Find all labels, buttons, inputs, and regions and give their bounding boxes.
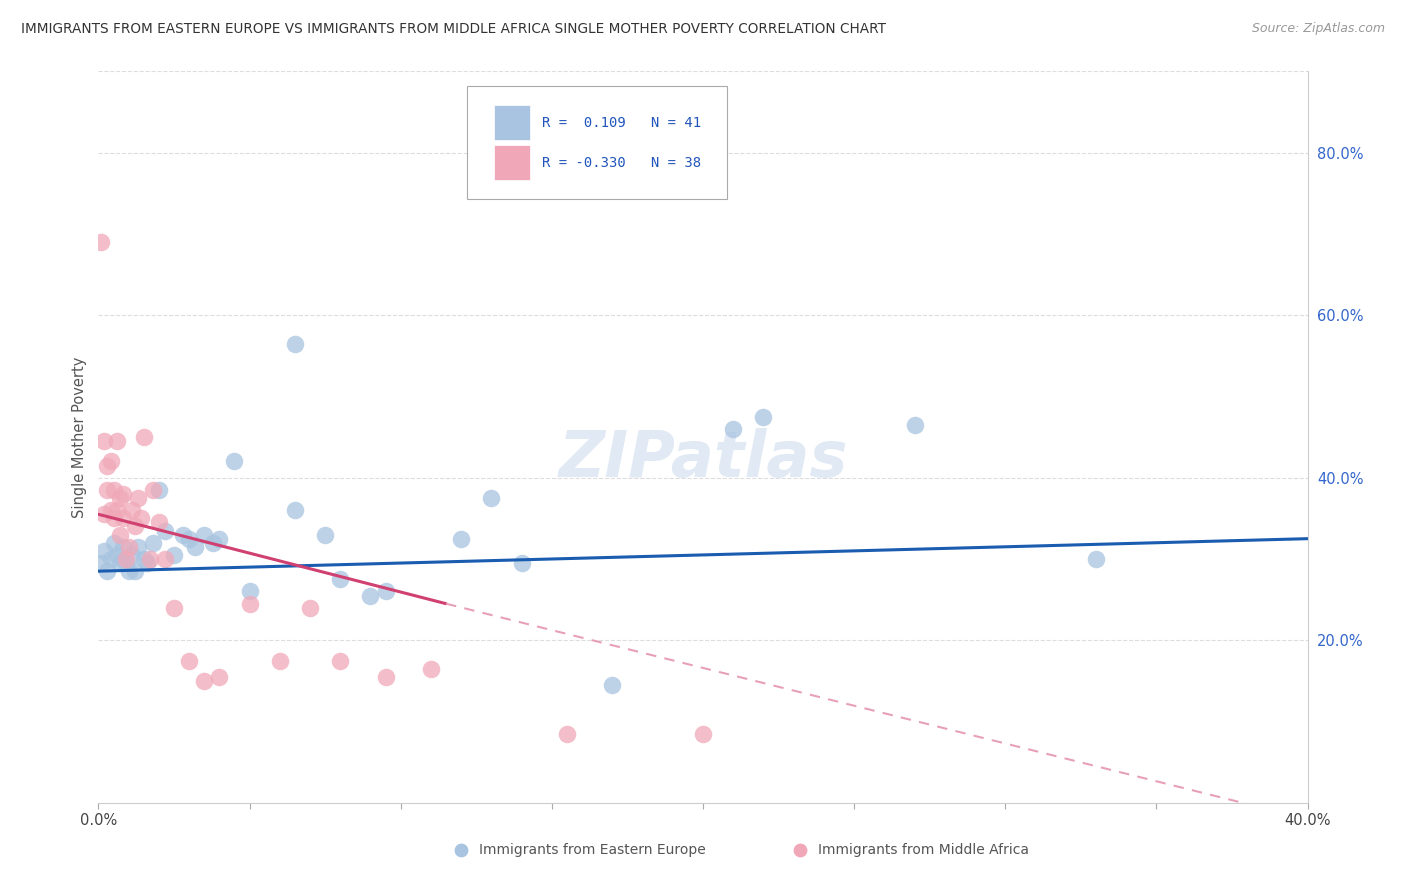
Point bbox=[103, 511, 125, 525]
Point bbox=[114, 556, 136, 570]
Point bbox=[510, 556, 533, 570]
Point bbox=[105, 434, 128, 449]
Point bbox=[118, 564, 141, 578]
Point bbox=[142, 535, 165, 549]
Point bbox=[374, 584, 396, 599]
Point bbox=[132, 430, 155, 444]
Bar bbox=[494, 145, 530, 180]
Point bbox=[224, 454, 246, 468]
Point bbox=[153, 552, 176, 566]
Point bbox=[108, 491, 131, 505]
Point bbox=[193, 527, 215, 541]
Point bbox=[148, 516, 170, 530]
Point bbox=[111, 487, 134, 501]
Point bbox=[208, 532, 231, 546]
Point bbox=[108, 556, 131, 570]
Point bbox=[299, 600, 322, 615]
Point bbox=[284, 336, 307, 351]
Point bbox=[179, 654, 201, 668]
Point bbox=[127, 491, 149, 505]
Point bbox=[118, 540, 141, 554]
Point bbox=[100, 503, 122, 517]
Text: R =  0.109   N = 41: R = 0.109 N = 41 bbox=[543, 116, 702, 129]
Point bbox=[284, 503, 307, 517]
Point bbox=[121, 503, 143, 517]
Point bbox=[127, 540, 149, 554]
Point bbox=[208, 670, 231, 684]
Point bbox=[96, 564, 118, 578]
Point bbox=[111, 540, 134, 554]
Point bbox=[179, 532, 201, 546]
Point bbox=[135, 556, 157, 570]
Point bbox=[239, 597, 262, 611]
Point bbox=[111, 511, 134, 525]
Point bbox=[723, 422, 745, 436]
Point bbox=[1085, 552, 1108, 566]
Point bbox=[602, 678, 624, 692]
Point bbox=[132, 552, 155, 566]
Point bbox=[93, 508, 115, 522]
Point bbox=[114, 552, 136, 566]
Point bbox=[142, 483, 165, 497]
Point bbox=[90, 556, 112, 570]
Text: Immigrants from Eastern Europe: Immigrants from Eastern Europe bbox=[479, 843, 706, 857]
Point bbox=[103, 535, 125, 549]
Point bbox=[202, 535, 225, 549]
Point bbox=[752, 409, 775, 424]
FancyBboxPatch shape bbox=[467, 86, 727, 200]
Point bbox=[994, 848, 1017, 863]
Text: Source: ZipAtlas.com: Source: ZipAtlas.com bbox=[1251, 22, 1385, 36]
Point bbox=[124, 564, 146, 578]
Point bbox=[193, 673, 215, 688]
Point bbox=[329, 654, 352, 668]
Point bbox=[314, 527, 336, 541]
Point bbox=[100, 552, 122, 566]
Point bbox=[121, 548, 143, 562]
Text: IMMIGRANTS FROM EASTERN EUROPE VS IMMIGRANTS FROM MIDDLE AFRICA SINGLE MOTHER PO: IMMIGRANTS FROM EASTERN EUROPE VS IMMIGR… bbox=[21, 22, 886, 37]
Point bbox=[96, 458, 118, 473]
Text: R = -0.330   N = 38: R = -0.330 N = 38 bbox=[543, 156, 702, 169]
Text: Immigrants from Middle Africa: Immigrants from Middle Africa bbox=[818, 843, 1029, 857]
Bar bbox=[494, 105, 530, 140]
Point bbox=[153, 524, 176, 538]
Point bbox=[450, 532, 472, 546]
Point bbox=[100, 454, 122, 468]
Point bbox=[555, 727, 578, 741]
Point bbox=[239, 584, 262, 599]
Point bbox=[105, 548, 128, 562]
Point bbox=[172, 527, 194, 541]
Point bbox=[148, 483, 170, 497]
Point bbox=[124, 519, 146, 533]
Point bbox=[90, 235, 112, 249]
Point bbox=[139, 552, 162, 566]
Point bbox=[481, 491, 503, 505]
Point bbox=[129, 511, 152, 525]
Point bbox=[163, 600, 186, 615]
Point bbox=[374, 670, 396, 684]
Point bbox=[93, 434, 115, 449]
Point bbox=[163, 548, 186, 562]
Point bbox=[360, 589, 382, 603]
Point bbox=[420, 662, 443, 676]
Text: ZIPatlas: ZIPatlas bbox=[558, 428, 848, 490]
Point bbox=[108, 527, 131, 541]
Point bbox=[96, 483, 118, 497]
Point bbox=[103, 483, 125, 497]
Point bbox=[329, 572, 352, 586]
Point bbox=[904, 417, 927, 432]
Point bbox=[93, 544, 115, 558]
Point bbox=[692, 727, 714, 741]
Point bbox=[105, 503, 128, 517]
Point bbox=[269, 654, 291, 668]
Point bbox=[184, 540, 207, 554]
Y-axis label: Single Mother Poverty: Single Mother Poverty bbox=[72, 357, 87, 517]
